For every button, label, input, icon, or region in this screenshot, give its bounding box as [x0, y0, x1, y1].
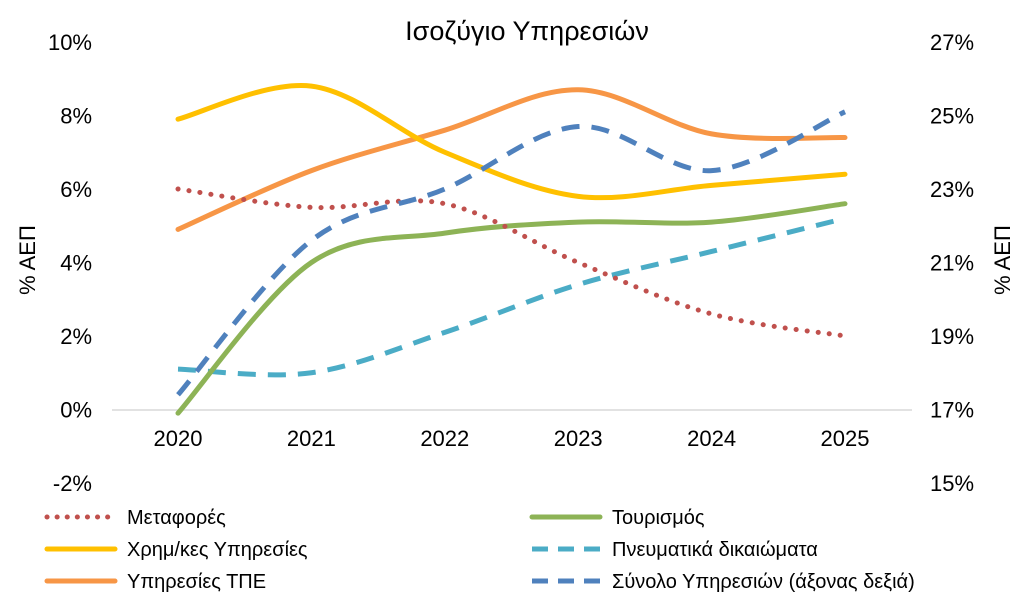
- x-tick: 2022: [420, 426, 469, 451]
- series-line: [175, 87, 848, 232]
- y-axis-left-label: % ΑΕΠ: [15, 225, 40, 295]
- legend-label: Υπηρεσίες ΤΠΕ: [127, 571, 266, 593]
- legend-label: Χρημ/κες Υπηρεσίες: [127, 539, 308, 561]
- legend: Μεταφορές Τουρισμός Χρημ/κες Υπηρεσίες Πνευ…: [44, 507, 915, 593]
- x-tick: 2024: [687, 426, 736, 451]
- plot-area: [175, 82, 848, 416]
- y-tick-right: 25%: [930, 104, 974, 129]
- legend-label: Πνευματικά δικαιώματα: [612, 539, 818, 561]
- y-axis-left: -2% 0% 2% 4% 6% 8% 10%: [48, 30, 92, 496]
- series-line: [177, 215, 846, 378]
- x-tick: 2023: [554, 426, 603, 451]
- x-tick: 2020: [154, 426, 203, 451]
- x-axis: 2020 2021 2022 2023 2024 2025: [154, 426, 870, 451]
- y-tick-right: 15%: [930, 471, 974, 496]
- series-line: [175, 201, 848, 416]
- y-tick-left: 4%: [60, 251, 92, 276]
- y-tick-right: 23%: [930, 177, 974, 202]
- series-line: [175, 186, 848, 339]
- y-tick-left: 0%: [60, 398, 92, 423]
- legend-label: Μεταφορές: [127, 507, 226, 529]
- series-line: [175, 82, 848, 201]
- y-axis-right-label: % ΑΕΠ: [990, 225, 1015, 295]
- legend-label: Τουρισμός: [612, 507, 705, 529]
- y-tick-left: 6%: [60, 177, 92, 202]
- y-tick-right: 21%: [930, 251, 974, 276]
- y-tick-left: -2%: [53, 471, 92, 496]
- x-tick: 2025: [821, 426, 870, 451]
- legend-label: Σύνολο Υπηρεσιών (άξονας δεξιά): [612, 571, 915, 593]
- chart-title: Ισοζύγιο Υπηρεσιών: [405, 16, 649, 46]
- series-line: [176, 109, 847, 397]
- y-tick-left: 2%: [60, 324, 92, 349]
- y-tick-left: 8%: [60, 104, 92, 129]
- y-tick-left: 10%: [48, 30, 92, 55]
- x-tick: 2021: [287, 426, 336, 451]
- y-tick-right: 19%: [930, 324, 974, 349]
- y-tick-right: 27%: [930, 30, 974, 55]
- y-axis-right: 15% 17% 19% 21% 23% 25% 27%: [930, 30, 974, 496]
- y-tick-right: 17%: [930, 398, 974, 423]
